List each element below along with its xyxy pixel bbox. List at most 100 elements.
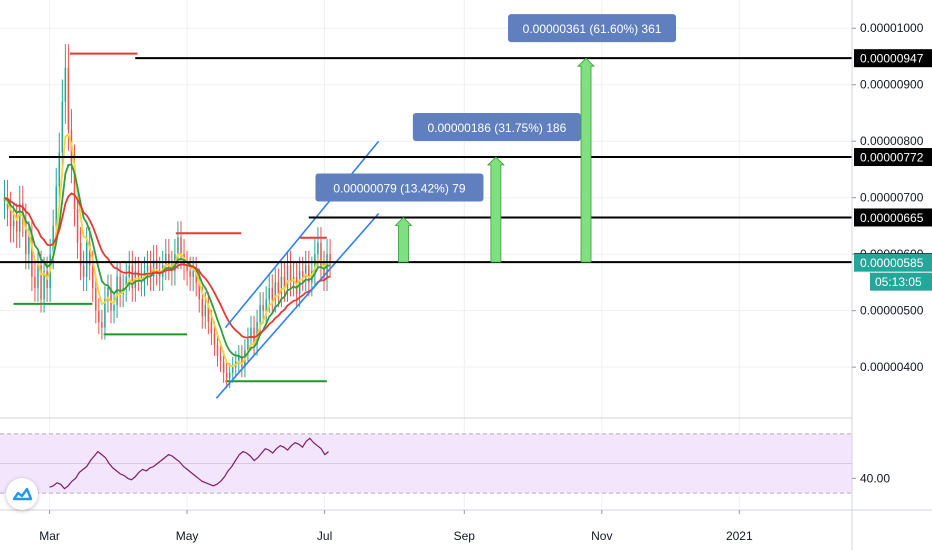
candle-down [201,299,204,317]
candle-down [213,333,216,345]
candle-down [225,372,228,379]
level-0.00000947-tag [854,49,932,68]
candle-up [280,276,283,294]
target-arrow-2 [486,156,505,263]
candle-up [64,67,67,102]
candle-up [305,265,307,277]
candle-up [268,288,270,300]
candle-up [298,271,301,294]
candle-down [79,242,82,266]
candle-up [152,259,155,277]
tradingview-logo-button[interactable] [6,478,38,510]
candle-down [76,209,79,243]
candle-down [110,288,112,311]
candle-down [168,254,170,266]
time-tick-label: Nov [591,529,612,543]
candle-up [18,203,21,232]
candle-down [198,282,201,300]
candle-up [61,101,64,153]
candle-down [195,271,197,283]
candle-down [283,276,286,289]
moving-averages [3,132,331,368]
target-arrow-1 [394,216,413,263]
rsi-pane [0,417,852,494]
candle-down [308,265,310,283]
price-tick-label: 0.00000500 [860,304,924,318]
candle-down [67,67,70,130]
ema-mid-line [3,163,331,360]
channel-lower-line [215,212,380,399]
candle-down [155,259,158,272]
candle-up [250,327,252,339]
candle-up [113,305,115,311]
candle-up [259,305,261,322]
candle-down [207,305,210,322]
candle-up [43,271,45,300]
horizontal-levels[interactable] [0,57,852,264]
target-label-box-2 [412,113,581,142]
price-tick-label: 0.00000900 [860,78,924,92]
candle-up [52,225,54,255]
candle-down [301,271,304,277]
candle-up [12,220,15,226]
candle-down [25,220,27,255]
candle-up [3,197,6,202]
candle-up [146,265,149,272]
candle-down [82,265,85,277]
price-tick-label: 0.00000800 [860,134,924,148]
candle-down [88,242,91,266]
candle-down [92,265,94,289]
candle-up [192,271,194,277]
candle-up [28,237,30,255]
candle-down [320,242,322,266]
rsi-tick-label: 40.00 [860,471,890,485]
candle-up [231,367,234,373]
candle-up [238,355,240,362]
candle-down [131,265,134,289]
candle-down [216,344,219,356]
candle-up [37,265,39,289]
target-arrows[interactable]: 0.00000079 (13.42%) 79 0.00000186 (31.75%… [315,14,677,263]
countdown-tag [870,272,932,291]
cloud-logo-icon [12,487,33,501]
target-label-text-1: 0.00000079 (13.42%) 79 [333,181,465,195]
target-label-box-3 [508,14,677,43]
price-tick-label: 0.00001000 [860,21,924,35]
candle-up [256,321,258,345]
price-tick-label: 0.00000700 [860,191,924,205]
last-price-tag-label: 0.00000585 [860,256,924,270]
candle-down [9,209,12,226]
marked-levels [13,52,327,383]
candle-down [73,163,76,209]
candle-down [219,355,222,362]
time-tick-label: Mar [39,529,60,543]
candle-up [128,265,131,277]
ema-slow-line [4,192,331,339]
candle-down [289,265,292,283]
candle-down [222,361,225,373]
candle-up [104,299,106,328]
candle-down [15,220,18,232]
candle-down [189,271,191,277]
candle-down [31,237,33,277]
candle-up [317,242,319,255]
ascending-channel[interactable] [215,140,380,399]
candle-up [85,242,88,277]
candle-down [40,265,42,300]
candle-down [253,327,255,345]
price-tick-label: 0.00000400 [860,360,924,374]
candle-down [101,321,103,328]
channel-upper-line [224,140,380,329]
candle-down [186,265,188,272]
candle-up [204,305,207,317]
level-0.00000947-tag-label: 0.00000947 [860,52,924,66]
time-tick-label: Sep [454,529,476,543]
rsi-line [49,437,329,490]
candle-up [228,372,231,379]
candle-down [271,288,274,300]
level-0.00000665-tag [854,208,932,227]
candle-up [177,237,179,255]
candle-up [286,265,289,289]
